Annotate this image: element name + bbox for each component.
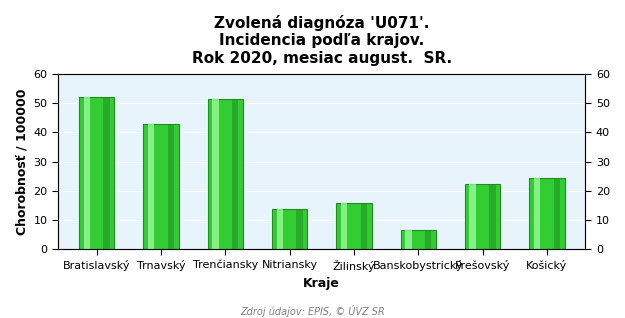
Bar xyxy=(272,209,308,249)
Bar xyxy=(103,97,110,249)
Bar xyxy=(469,184,476,249)
Bar xyxy=(465,184,500,249)
Bar xyxy=(425,230,431,249)
X-axis label: Kraje: Kraje xyxy=(303,277,340,290)
Bar xyxy=(361,203,367,249)
Bar xyxy=(534,178,540,249)
Bar xyxy=(84,97,90,249)
Bar xyxy=(232,99,238,249)
Bar xyxy=(143,124,179,249)
Bar xyxy=(529,178,564,249)
Bar xyxy=(213,99,219,249)
Bar xyxy=(79,97,114,249)
Bar xyxy=(168,124,174,249)
Text: Zdroj údajov: EPIS, © ÚVZ SR: Zdroj údajov: EPIS, © ÚVZ SR xyxy=(240,305,385,317)
Bar xyxy=(401,230,436,249)
Bar xyxy=(148,124,154,249)
Bar xyxy=(341,203,348,249)
Title: Zvolená diagnóza 'U071'.
Incidencia podľa krajov.
Rok 2020, mesiac august.  SR.: Zvolená diagnóza 'U071'. Incidencia podľ… xyxy=(192,15,452,66)
Y-axis label: Chorobnosť / 100000: Chorobnosť / 100000 xyxy=(15,88,28,235)
Bar xyxy=(489,184,496,249)
Bar xyxy=(554,178,560,249)
Bar xyxy=(336,203,372,249)
Bar xyxy=(208,99,243,249)
Bar xyxy=(276,209,283,249)
Bar xyxy=(296,209,302,249)
Bar xyxy=(405,230,411,249)
